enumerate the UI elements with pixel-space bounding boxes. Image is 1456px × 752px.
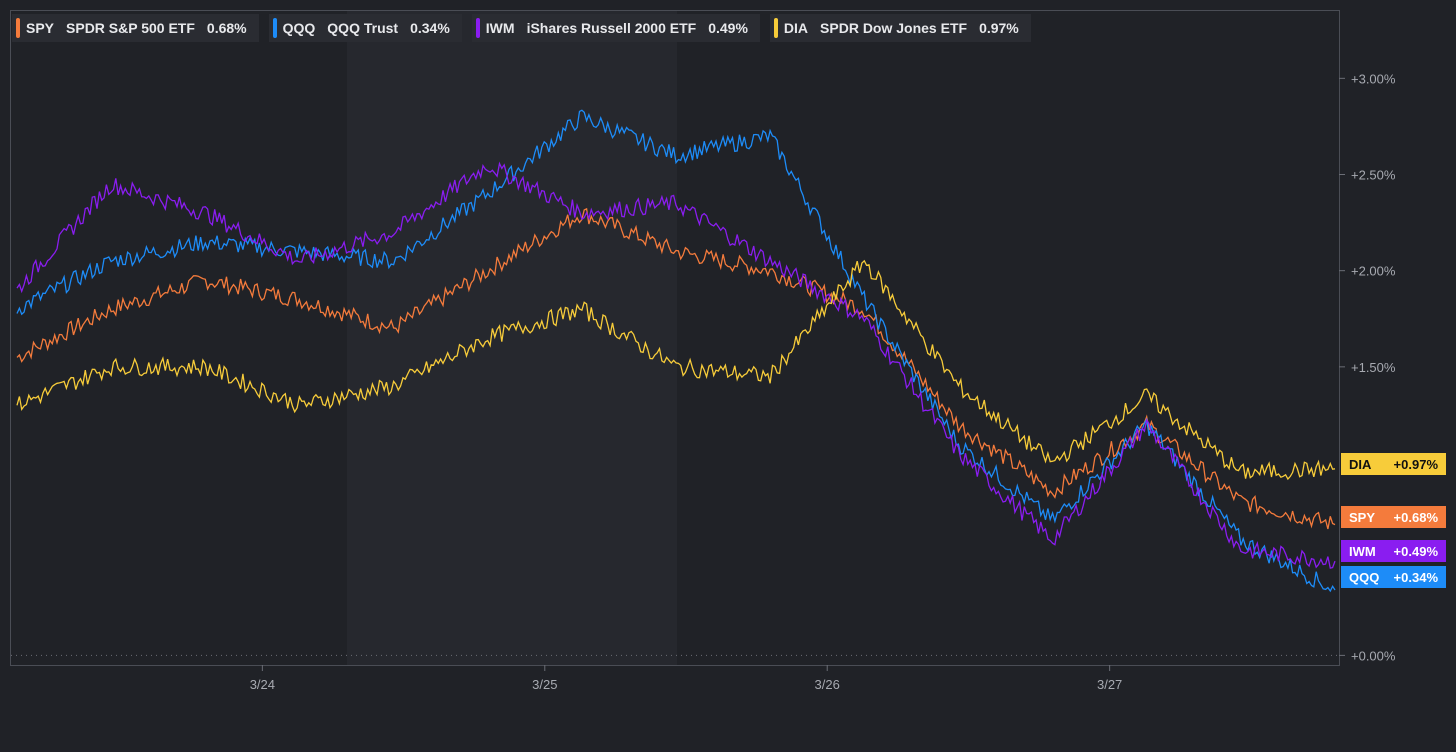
end-label-spy: SPY +0.68% bbox=[1341, 506, 1446, 528]
legend-value: 0.34% bbox=[410, 20, 450, 36]
chart-frame bbox=[10, 10, 1340, 666]
legend-item-qqq[interactable]: QQQ QQQ Trust 0.34% bbox=[268, 14, 462, 42]
series-line-iwm bbox=[16, 161, 1336, 569]
legend-ticker: DIA bbox=[783, 20, 809, 36]
legend-ticker: IWM bbox=[485, 20, 515, 36]
y-tick-label: +3.00% bbox=[1351, 71, 1396, 86]
legend-swatch-qqq bbox=[272, 18, 277, 38]
legend-value: 0.68% bbox=[206, 20, 247, 36]
y-tick-label: +0.00% bbox=[1351, 648, 1396, 663]
end-label-value: +0.34% bbox=[1393, 569, 1438, 585]
series-line-qqq bbox=[16, 109, 1336, 593]
legend: SPY SPDR S&P 500 ETF 0.68% QQQ QQQ Trust… bbox=[12, 14, 1031, 42]
legend-ticker: QQQ bbox=[282, 20, 316, 36]
end-label-qqq: QQQ +0.34% bbox=[1341, 566, 1446, 588]
legend-item-spy[interactable]: SPY SPDR S&P 500 ETF 0.68% bbox=[12, 14, 259, 42]
legend-swatch-spy bbox=[16, 18, 20, 38]
session-band bbox=[347, 11, 677, 665]
legend-ticker: SPY bbox=[26, 20, 55, 36]
y-tick-label: +1.50% bbox=[1351, 360, 1396, 375]
legend-swatch-dia bbox=[773, 18, 778, 38]
legend-name: QQQ Trust bbox=[327, 20, 399, 36]
x-tick-label: 3/26 bbox=[815, 677, 840, 692]
end-label-ticker: SPY bbox=[1349, 509, 1376, 525]
series-line-dia bbox=[16, 259, 1336, 481]
legend-name: iShares Russell 2000 ETF bbox=[526, 20, 697, 36]
end-label-value: +0.68% bbox=[1393, 509, 1438, 525]
legend-value: 0.49% bbox=[708, 20, 748, 36]
legend-value: 0.97% bbox=[979, 20, 1019, 36]
legend-swatch-iwm bbox=[475, 18, 480, 38]
series-line-spy bbox=[16, 207, 1336, 530]
end-label-dia: DIA +0.97% bbox=[1341, 453, 1446, 475]
x-tick-label: 3/27 bbox=[1097, 677, 1122, 692]
end-label-value: +0.97% bbox=[1393, 456, 1438, 472]
y-tick-label: +2.50% bbox=[1351, 168, 1396, 183]
x-tick-label: 3/25 bbox=[532, 677, 557, 692]
end-label-ticker: IWM bbox=[1349, 543, 1376, 559]
y-tick-label: +2.00% bbox=[1351, 264, 1396, 279]
end-label-ticker: QQQ bbox=[1349, 569, 1380, 585]
legend-name: SPDR Dow Jones ETF bbox=[820, 20, 968, 36]
legend-name: SPDR S&P 500 ETF bbox=[66, 20, 195, 36]
end-label-value: +0.49% bbox=[1393, 543, 1438, 559]
end-label-iwm: IWM +0.49% bbox=[1341, 540, 1446, 562]
x-tick-label: 3/24 bbox=[250, 677, 275, 692]
legend-item-dia[interactable]: DIA SPDR Dow Jones ETF 0.97% bbox=[769, 14, 1031, 42]
end-label-ticker: DIA bbox=[1349, 456, 1372, 472]
legend-item-iwm[interactable]: IWM iShares Russell 2000 ETF 0.49% bbox=[471, 14, 760, 42]
